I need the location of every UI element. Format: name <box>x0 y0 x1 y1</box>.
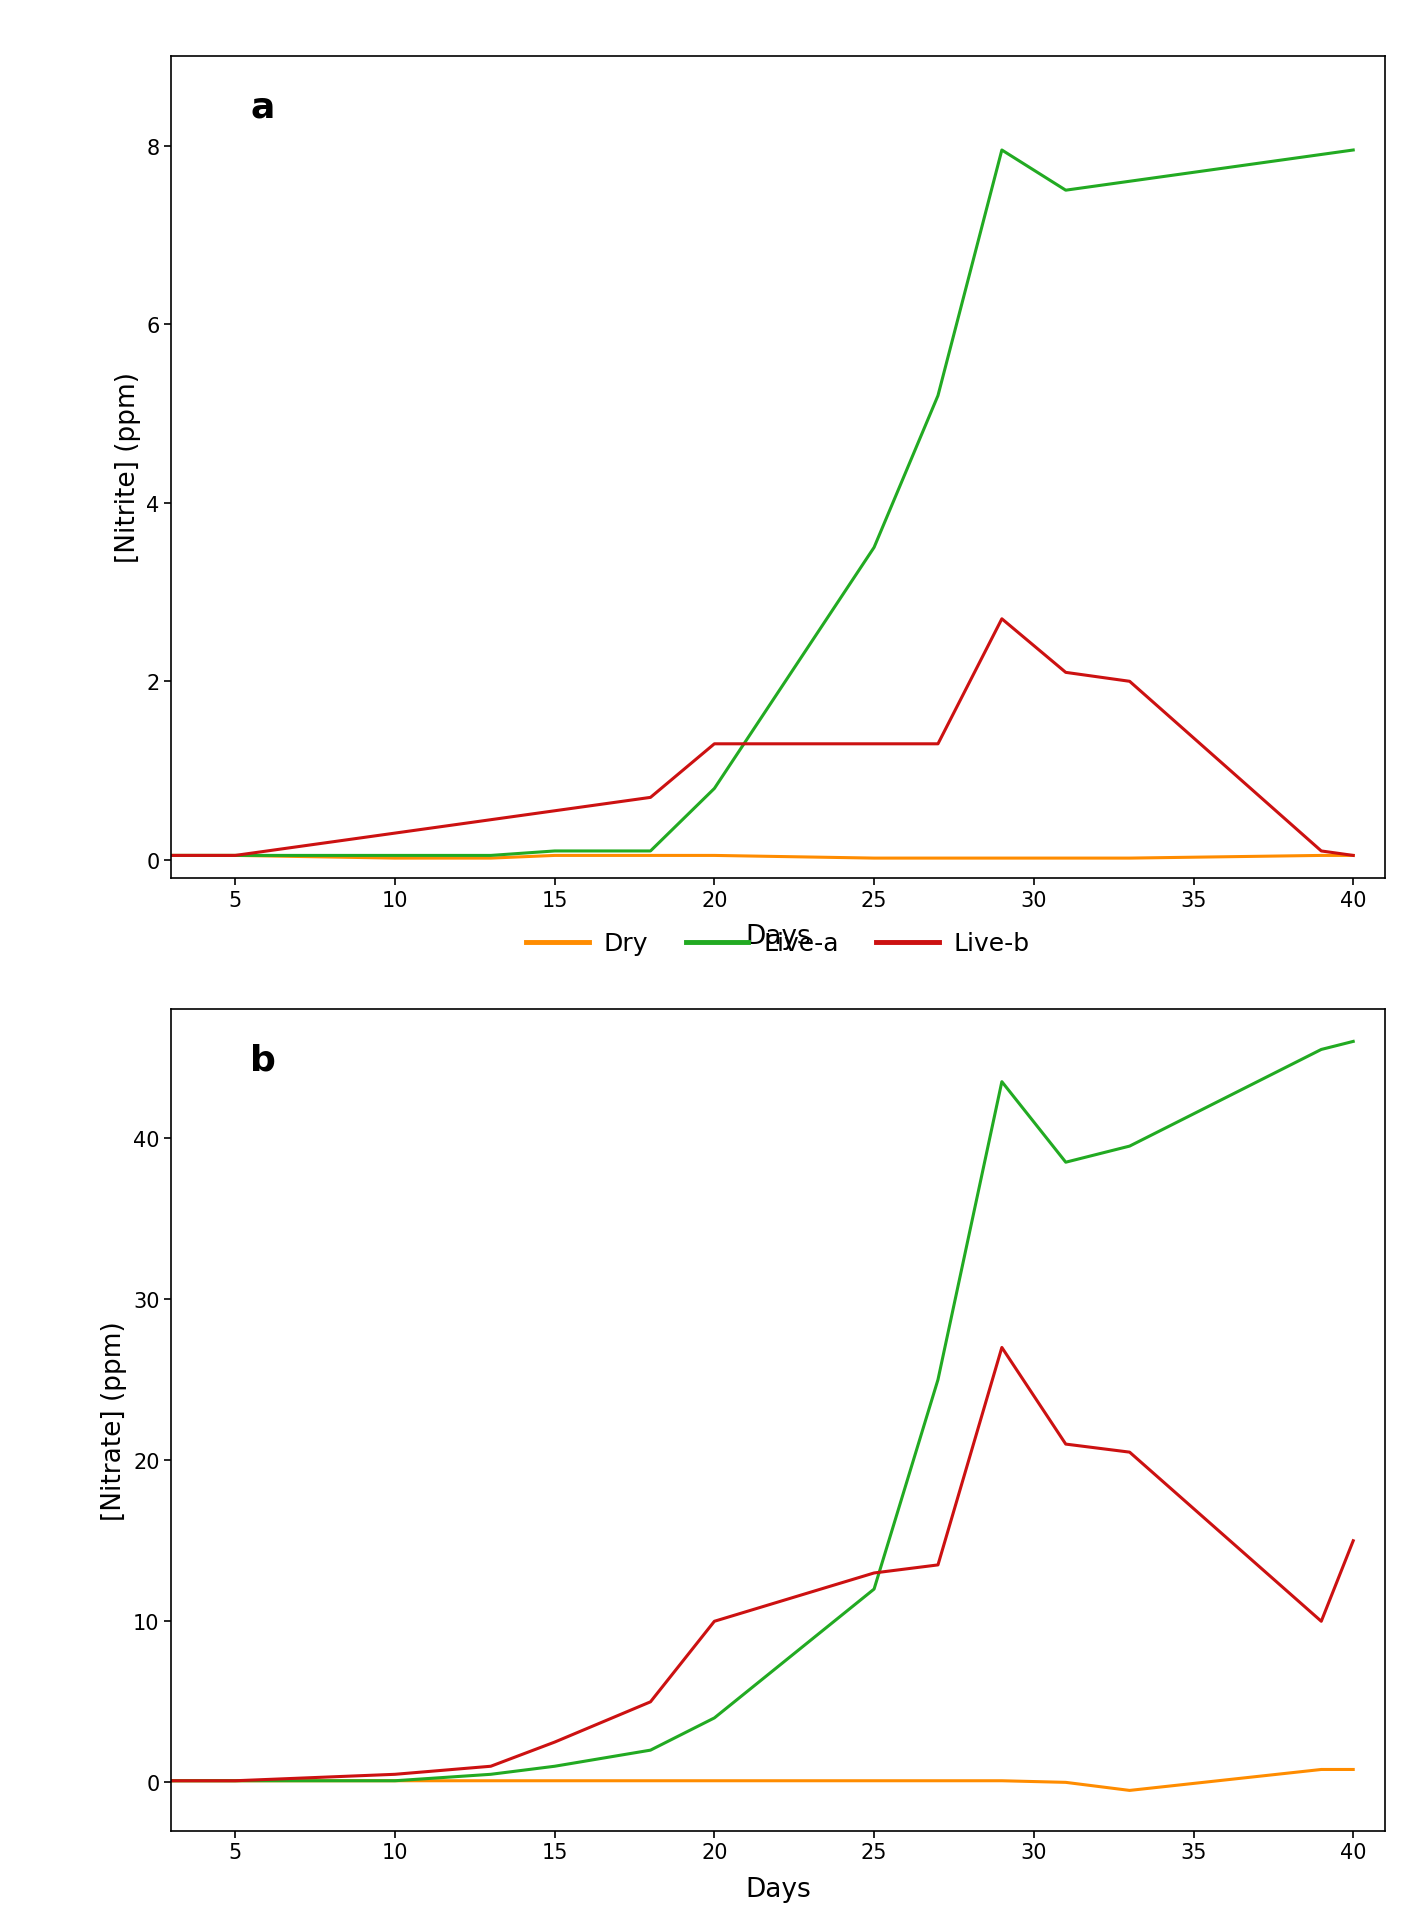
Text: b: b <box>250 1043 276 1076</box>
X-axis label: Days: Days <box>745 925 811 950</box>
Y-axis label: [Nitrate] (ppm): [Nitrate] (ppm) <box>101 1320 127 1520</box>
Text: a: a <box>250 90 274 124</box>
Legend: Dry, Live-a, Live-b: Dry, Live-a, Live-b <box>517 921 1040 967</box>
X-axis label: Days: Days <box>745 1876 811 1903</box>
Y-axis label: [Nitrite] (ppm): [Nitrite] (ppm) <box>114 372 140 563</box>
